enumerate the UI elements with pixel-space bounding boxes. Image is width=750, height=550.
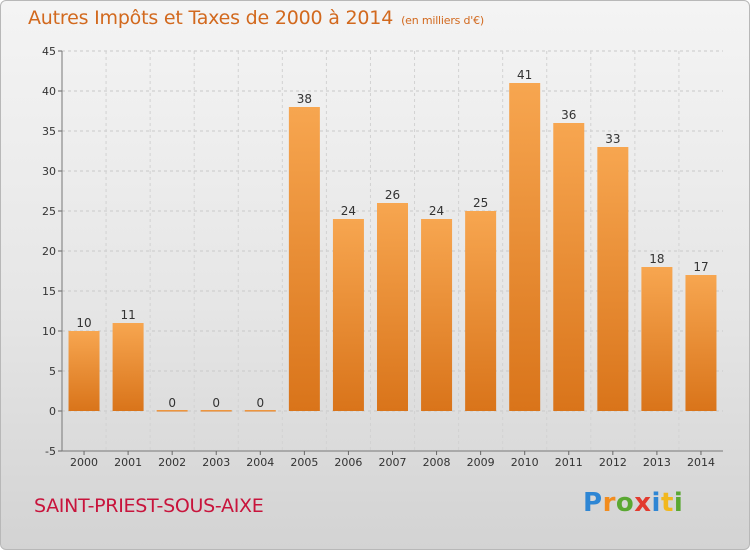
logo-letter: i	[651, 488, 661, 518]
x-tick-label: 2006	[334, 456, 362, 469]
bar	[509, 83, 541, 411]
y-tick-label: -5	[45, 445, 56, 458]
bar	[244, 410, 276, 412]
y-tick-label: 45	[42, 45, 56, 58]
data-label: 33	[605, 132, 620, 146]
x-tick-label: 2011	[555, 456, 583, 469]
y-tick-label: 20	[42, 245, 56, 258]
title-text: Autres Impôts et Taxes de 2000 à 2014	[28, 7, 394, 29]
data-label: 10	[76, 316, 91, 330]
data-label: 41	[517, 68, 532, 82]
data-label: 0	[256, 396, 264, 410]
x-tick-label: 2007	[379, 456, 407, 469]
data-label: 17	[693, 260, 708, 274]
logo-letter: i	[673, 488, 684, 518]
data-label: 36	[561, 108, 576, 122]
bar	[465, 211, 497, 411]
logo-letter: x	[634, 488, 652, 518]
data-label: 24	[429, 204, 444, 218]
chart-title: Autres Impôts et Taxes de 2000 à 2014 (en…	[28, 7, 484, 29]
x-tick-label: 2002	[158, 456, 186, 469]
bar	[112, 323, 144, 411]
data-label: 0	[212, 396, 220, 410]
bar	[553, 123, 585, 411]
data-label: 0	[168, 396, 176, 410]
data-label: 38	[297, 92, 312, 106]
bar	[421, 219, 453, 411]
x-tick-label: 2013	[643, 456, 671, 469]
title-unit: (en milliers d'€)	[401, 14, 484, 27]
y-tick-label: 0	[49, 405, 56, 418]
x-tick-label: 2005	[290, 456, 318, 469]
y-tick-label: 10	[42, 325, 56, 338]
bar	[200, 410, 232, 412]
data-label: 24	[341, 204, 356, 218]
logo-letter: t	[660, 488, 674, 518]
y-tick-label: 30	[42, 165, 56, 178]
x-tick-label: 2012	[599, 456, 627, 469]
y-tick-label: 25	[42, 205, 56, 218]
bar	[641, 267, 673, 411]
data-label: 11	[120, 308, 135, 322]
proxiti-logo: Proxiti	[583, 488, 683, 518]
bar	[332, 219, 364, 411]
bar	[377, 203, 408, 411]
x-tick-label: 2008	[423, 456, 451, 469]
y-tick-label: 15	[42, 285, 56, 298]
bar	[288, 107, 320, 411]
x-tick-label: 2004	[246, 456, 274, 469]
bar	[68, 331, 100, 411]
town-name: SAINT-PRIEST-SOUS-AIXE	[34, 495, 264, 517]
x-tick-label: 2000	[70, 456, 98, 469]
logo-letter: P	[583, 488, 603, 518]
x-tick-label: 2014	[687, 456, 715, 469]
data-label: 25	[473, 196, 488, 210]
y-tick-label: 40	[42, 85, 56, 98]
data-label: 18	[649, 252, 664, 266]
x-tick-label: 2001	[114, 456, 142, 469]
x-tick-label: 2010	[511, 456, 539, 469]
y-tick-label: 5	[49, 365, 56, 378]
x-tick-label: 2009	[467, 456, 495, 469]
y-tick-label: 35	[42, 125, 56, 138]
logo-letter: o	[615, 488, 635, 518]
bar	[597, 147, 629, 411]
bar	[685, 275, 717, 411]
bar	[156, 410, 188, 412]
logo-letter: r	[602, 488, 616, 518]
x-tick-label: 2003	[202, 456, 230, 469]
data-label: 26	[385, 188, 400, 202]
